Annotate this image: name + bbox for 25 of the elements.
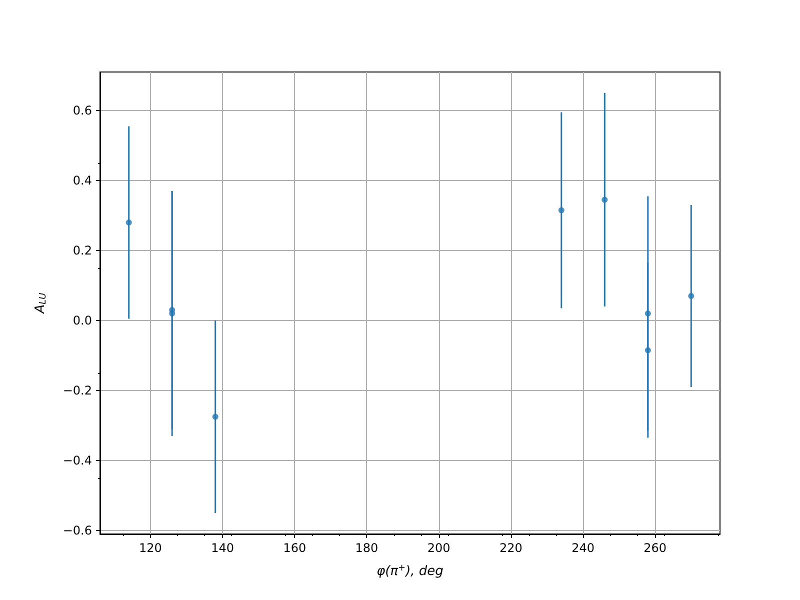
x-tick-label: 200 (427, 541, 450, 555)
point (126, 220, 132, 226)
x-axis-title: φ(π+), deg (376, 564, 444, 579)
y-axis-title: ALU (33, 292, 48, 314)
point (212, 414, 218, 420)
point (558, 207, 564, 214)
y-tick-label: 0.0 (72, 314, 92, 328)
point (169, 310, 176, 316)
y-tick-label: −0.2 (62, 384, 92, 398)
x-tick-label: 140 (211, 541, 234, 555)
point (644, 310, 651, 316)
x-tick-label: 240 (572, 541, 594, 555)
point (688, 293, 694, 299)
y-tick-label: −0.4 (62, 454, 92, 468)
point (644, 347, 651, 354)
x-tick-label: 120 (139, 541, 162, 555)
y-tick-label: 0.4 (72, 174, 92, 188)
y-tick-label: 0.6 (72, 104, 92, 118)
point (602, 196, 608, 203)
x-tick-label: 260 (644, 541, 667, 555)
y-tick-label: −0.6 (62, 524, 92, 538)
y-tick-label: 0.2 (72, 244, 92, 258)
x-tick-label: 220 (499, 541, 522, 555)
x-tick-label: 160 (283, 541, 306, 555)
x-tick-label: 180 (355, 541, 378, 555)
